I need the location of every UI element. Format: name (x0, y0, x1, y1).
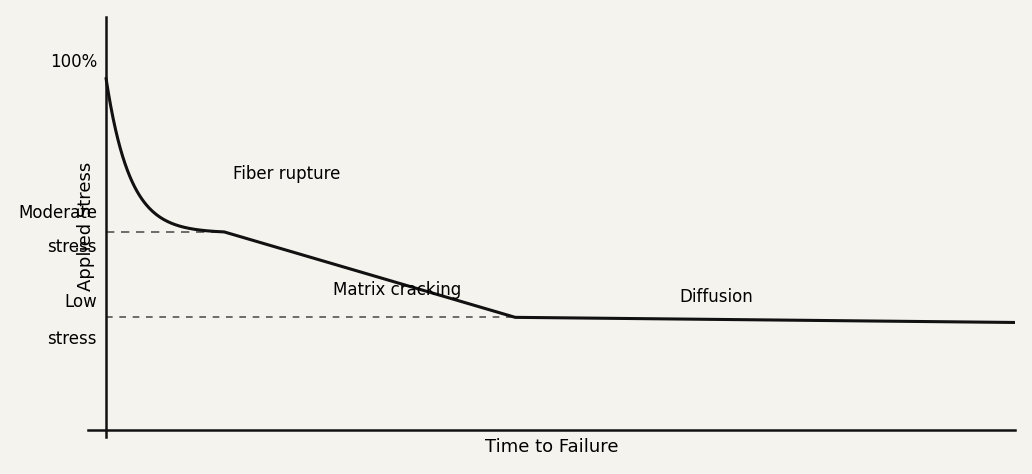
Text: Matrix cracking: Matrix cracking (333, 281, 461, 299)
Text: Low: Low (64, 292, 97, 310)
Y-axis label: Applied Stress: Applied Stress (77, 162, 95, 292)
Text: stress: stress (47, 330, 97, 348)
X-axis label: Time to Failure: Time to Failure (485, 438, 618, 456)
Text: stress: stress (47, 238, 97, 256)
Text: Moderate: Moderate (18, 204, 97, 222)
Text: Fiber rupture: Fiber rupture (233, 165, 341, 183)
Text: Diffusion: Diffusion (679, 288, 752, 306)
Text: 100%: 100% (50, 54, 97, 71)
